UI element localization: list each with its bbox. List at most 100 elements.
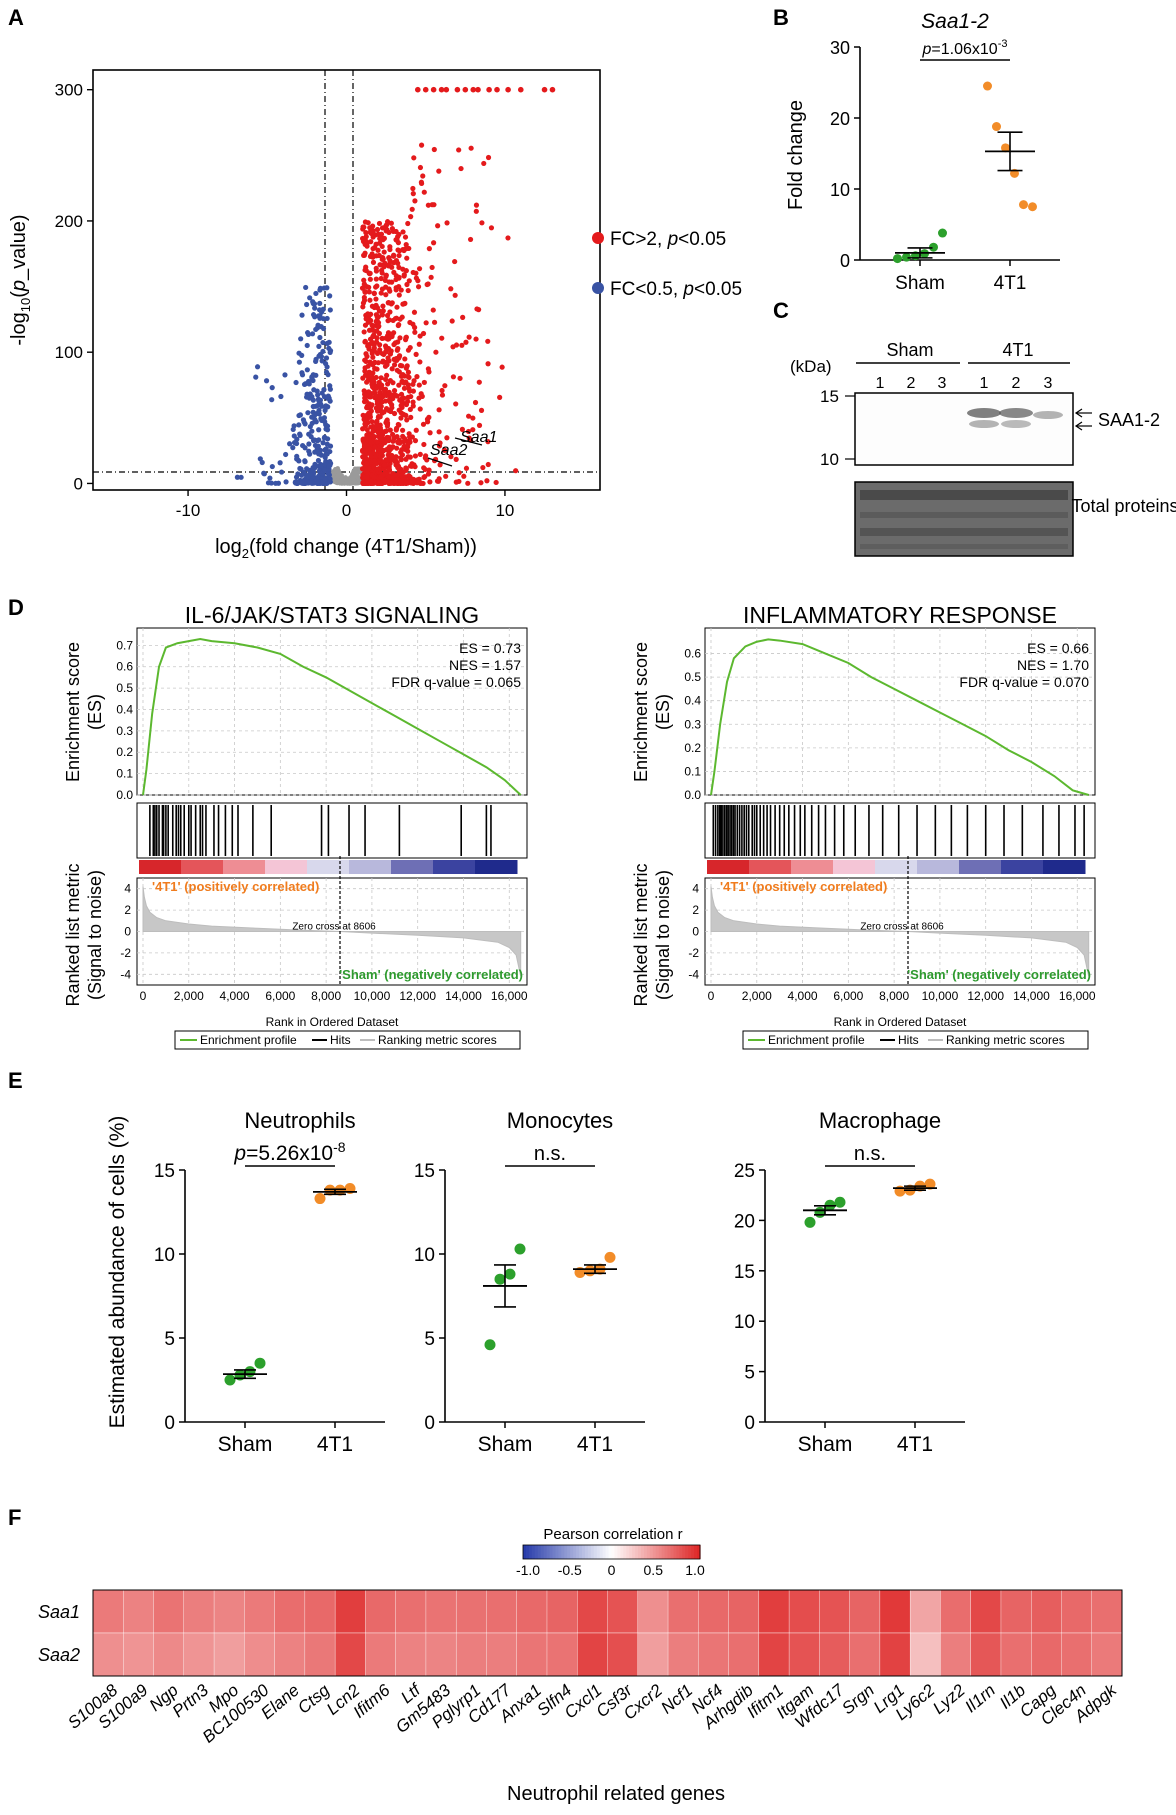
- volcano-point-up: [374, 408, 381, 414]
- volcano-point-down: [327, 448, 333, 455]
- volcano-point-down: [323, 355, 330, 361]
- volcano-point-up: [410, 399, 416, 405]
- heatmap-cell: [849, 1632, 881, 1677]
- volcano-point-up: [376, 252, 382, 259]
- volcano-point-up: [403, 401, 410, 408]
- volcano-point-down: [327, 293, 333, 299]
- volcano-point-down: [269, 463, 275, 470]
- heatmap-cell: [486, 1632, 518, 1677]
- volcano-point-up: [485, 361, 491, 367]
- heatmap-cell: [1031, 1632, 1062, 1677]
- volcano-point-down: [315, 480, 321, 486]
- monocytes-chart: 0 5 10 15 Sham 4T1 Monocytes n.s.: [414, 1108, 645, 1456]
- volcano-point-up: [383, 272, 389, 278]
- volcano-point-up: [394, 304, 400, 310]
- metric-tick-label: -4: [688, 967, 699, 981]
- volcano-point-up: [380, 448, 386, 454]
- metric-tick-label: 4: [692, 882, 699, 896]
- volcano-point-up: [414, 374, 420, 380]
- es-tick-label: 0.6: [684, 647, 701, 661]
- volcano-point-up: [439, 387, 445, 394]
- volcano-point-up: [437, 440, 443, 446]
- rank-tick-label: 12,000: [967, 989, 1004, 1003]
- volcano-point-down: [308, 434, 314, 440]
- volcano-point-up: [379, 225, 386, 231]
- volcano-point-up: [370, 223, 376, 229]
- a-x-tick-label: -10: [176, 501, 201, 520]
- volcano-point-up: [425, 366, 431, 372]
- data-point-sham: [494, 1273, 506, 1285]
- volcano-point-up: [394, 425, 400, 431]
- a-y-tick-label: 0: [74, 474, 83, 493]
- colorbar: [522, 1544, 701, 1560]
- volcano-point-down: [297, 412, 303, 418]
- volcano-point-down: [310, 299, 316, 305]
- rank-tick-label: 0: [708, 989, 715, 1003]
- data-point-sham: [244, 1366, 256, 1378]
- volcano-point-up: [379, 432, 386, 438]
- volcano-point-up: [361, 329, 367, 335]
- volcano-point-up: [366, 289, 372, 295]
- a-y-tick-label: 100: [55, 343, 83, 362]
- rank-color-block: [265, 860, 308, 874]
- heatmap-cell: [667, 1589, 699, 1634]
- volcano-point-up: [505, 86, 511, 93]
- volcano-point-up: [427, 479, 433, 485]
- volcano-point-up: [383, 405, 390, 412]
- volcano-point-up: [505, 235, 511, 241]
- volcano-point-up: [369, 251, 375, 257]
- rank-tick-label: 16,000: [491, 989, 528, 1003]
- metric-tick-label: 0: [124, 925, 131, 939]
- volcano-point-up: [386, 466, 392, 472]
- volcano-point-down: [304, 367, 310, 373]
- volcano-point-up: [412, 198, 418, 204]
- volcano-point-up: [426, 467, 432, 473]
- volcano-point-down: [310, 403, 316, 410]
- group-label-sham: Sham: [886, 340, 933, 360]
- volcano-point-up: [392, 458, 398, 465]
- volcano-point-up: [420, 173, 426, 179]
- volcano-point-down: [311, 387, 317, 393]
- volcano-point-up: [364, 427, 370, 433]
- category-label: 4T1: [577, 1433, 613, 1456]
- volcano-point-up: [403, 480, 409, 486]
- volcano-point-ns: [348, 480, 354, 486]
- volcano-point-up: [415, 284, 422, 290]
- lane-label: 3: [1044, 375, 1053, 392]
- volcano-point-up: [366, 401, 372, 407]
- rank-tick-label: 10,000: [922, 989, 959, 1003]
- volcano-point-up: [408, 414, 414, 420]
- volcano-point-up: [363, 230, 369, 236]
- volcano-point-up: [443, 473, 449, 479]
- volcano-point-up: [362, 339, 368, 345]
- volcano-point-up: [389, 331, 396, 337]
- heatmap-cell: [1000, 1589, 1032, 1634]
- volcano-point-up: [402, 234, 409, 240]
- volcano-point-up: [408, 214, 414, 220]
- y-axis-label: -log10(p_value): [8, 214, 33, 345]
- band-4t1-1-upper: [967, 408, 1001, 418]
- volcano-point-up: [366, 270, 372, 276]
- volcano-point-up: [426, 246, 432, 252]
- volcano-point-up: [425, 471, 432, 477]
- a-y-tick-label: 300: [55, 81, 83, 100]
- volcano-point-down: [324, 285, 330, 291]
- volcano-point-down: [309, 420, 315, 426]
- band-4t1-1-lower: [969, 420, 999, 428]
- data-point-4t1: [1028, 202, 1037, 212]
- volcano-point-down: [323, 369, 330, 375]
- volcano-point-up: [485, 439, 491, 445]
- volcano-point-up: [374, 350, 381, 356]
- volcano-point-up: [371, 345, 377, 351]
- volcano-point-up: [362, 250, 368, 256]
- data-point-4t1: [334, 1184, 346, 1196]
- panel-label-d: D: [8, 595, 24, 620]
- volcano-point-up: [436, 168, 442, 174]
- heatmap-cell: [92, 1632, 124, 1677]
- volcano-point-down: [302, 445, 308, 451]
- volcano-point-up: [378, 375, 384, 381]
- rank-tick-label: 12,000: [399, 989, 436, 1003]
- volcano-point-down: [307, 479, 313, 486]
- volcano-point-up: [436, 476, 442, 482]
- volcano-point-up: [370, 433, 376, 440]
